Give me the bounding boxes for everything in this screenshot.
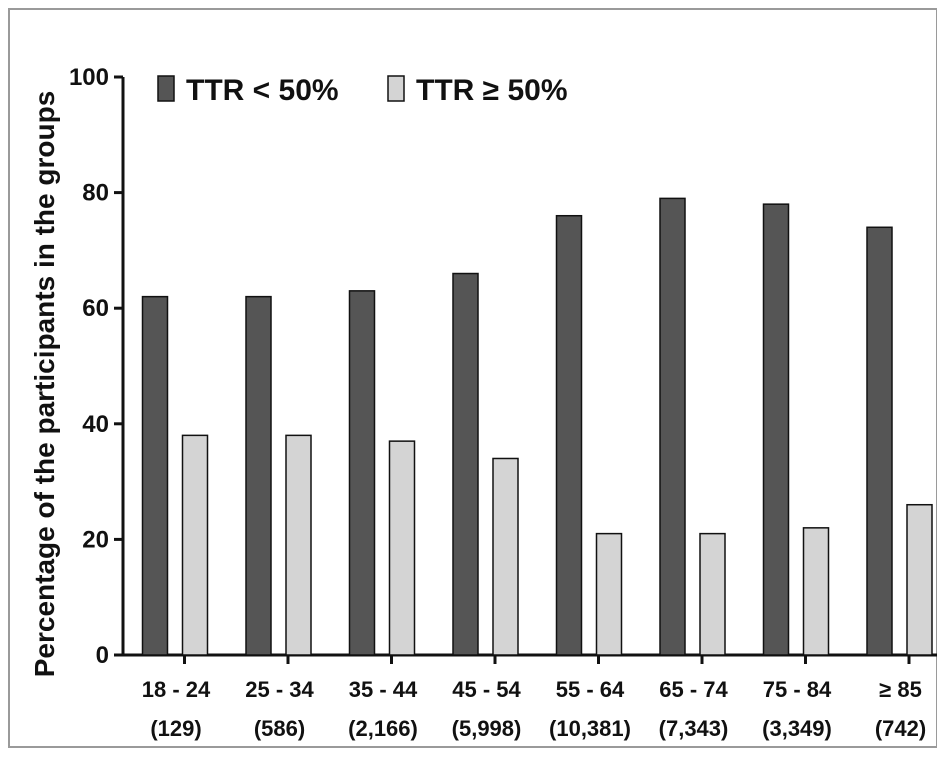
bar-ttr-above-50 — [285, 434, 312, 656]
bar-ttr-below-50 — [659, 197, 686, 656]
legend: TTR < 50% TTR ≥ 50% — [157, 74, 568, 107]
x-category-count: (10,381) — [549, 716, 631, 741]
y-tick-label: 0 — [96, 642, 109, 669]
x-category-label: 35 - 44 — [349, 677, 418, 702]
x-category-count: (129) — [150, 716, 201, 741]
x-category-label: 25 - 34 — [245, 677, 314, 702]
bar-ttr-below-50 — [555, 214, 583, 656]
y-axis-title: Percentage of the participants in the gr… — [29, 91, 60, 678]
x-category-count: (742) — [875, 716, 926, 741]
x-category-count: (586) — [254, 716, 305, 741]
bars — [141, 197, 933, 656]
y-tick-label: 40 — [82, 411, 109, 438]
x-category-label: 18 - 24 — [142, 677, 211, 702]
y-tick-label: 20 — [82, 526, 109, 553]
legend-label: TTR ≥ 50% — [416, 74, 568, 107]
bar-ttr-above-50 — [699, 532, 726, 656]
y-tick-label: 100 — [69, 64, 109, 91]
bar-ttr-above-50 — [802, 527, 830, 656]
x-category-count: (2,166) — [348, 716, 418, 741]
bar-ttr-below-50 — [762, 203, 790, 656]
x-category-count: (7,343) — [659, 716, 729, 741]
x-category-label: ≥ 85 — [879, 677, 922, 702]
bar-ttr-above-50 — [595, 532, 623, 656]
bar-ttr-above-50 — [388, 440, 416, 656]
x-category-count: (3,349) — [762, 716, 832, 741]
bar-ttr-below-50 — [348, 290, 376, 656]
x-category-label: 55 - 64 — [556, 677, 625, 702]
legend-swatch — [157, 75, 175, 102]
legend-label: TTR < 50% — [186, 74, 339, 107]
x-category-label: 45 - 54 — [452, 677, 521, 702]
bar-ttr-below-50 — [245, 295, 272, 656]
x-category-count: (5,998) — [452, 716, 522, 741]
y-tick-label: 80 — [82, 180, 109, 207]
bar-ttr-above-50 — [181, 434, 209, 656]
bar-ttr-above-50 — [492, 457, 519, 656]
bar-ttr-below-50 — [866, 226, 893, 656]
bar-ttr-above-50 — [906, 503, 933, 656]
bar-ttr-below-50 — [452, 272, 479, 656]
x-category-label: 75 - 84 — [763, 677, 832, 702]
bar-ttr-below-50 — [141, 295, 169, 656]
y-tick-label: 60 — [82, 295, 109, 322]
x-category-label: 65 - 74 — [659, 677, 728, 702]
labels: 0 20 40 60 80 100 Percentage of the participan… — [29, 64, 926, 741]
legend-swatch — [387, 75, 405, 102]
